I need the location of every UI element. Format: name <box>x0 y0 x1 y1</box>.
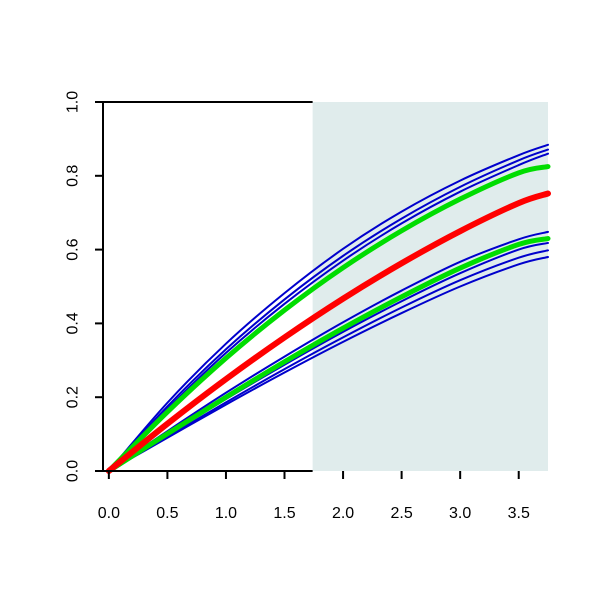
x-tick-label: 0.0 <box>98 505 120 522</box>
bound-curve-7 <box>106 164 551 474</box>
bound-curve-8 <box>106 236 551 474</box>
y-tick-label: 0.0 <box>65 460 82 482</box>
axis-layer <box>102 101 313 472</box>
band-curve-3 <box>107 230 549 472</box>
x-tick-label: 2.0 <box>332 505 354 522</box>
band-curve-5 <box>107 249 549 472</box>
x-tick-label: 3.5 <box>508 505 530 522</box>
curve-layer <box>105 143 551 474</box>
y-tick-label: 0.2 <box>65 386 82 408</box>
y-tick-label: 1.0 <box>65 91 82 113</box>
x-tick-label: 0.5 <box>156 505 178 522</box>
mean-curve-9 <box>105 190 551 474</box>
tick-layer: 0.0 0.5 1.0 1.5 2.0 2.5 3.0 3.5 0.0 0.2 0.4 0.6 0.8 1… <box>65 91 530 522</box>
y-tick-label: 0.6 <box>65 238 82 260</box>
y-tick-label: 0.4 <box>65 312 82 334</box>
y-tick-label: 0.8 <box>65 165 82 187</box>
band-curve-6 <box>107 255 549 472</box>
x-tick-label: 3.0 <box>449 505 471 522</box>
x-tick-label: 1.5 <box>273 505 295 522</box>
x-tick-label: 2.5 <box>390 505 412 522</box>
band-curve-1 <box>107 148 549 472</box>
band-curve-0 <box>107 143 549 472</box>
x-tick-label: 1.0 <box>215 505 237 522</box>
